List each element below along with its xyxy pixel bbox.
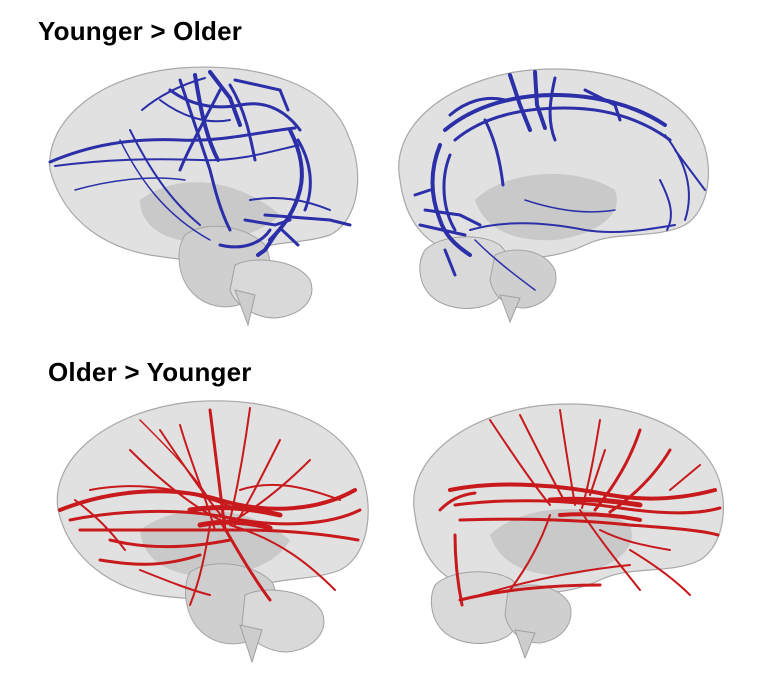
brain-view-older-bottom-right (413, 403, 725, 660)
brain-view-older-bottom-left (56, 400, 369, 664)
brain-surface (413, 403, 725, 660)
tractography-fibers (413, 70, 706, 291)
brain-view-younger-top-right (398, 68, 710, 324)
tractography-fibers (48, 70, 352, 257)
panel-title-older-gt-younger: Older > Younger (48, 357, 252, 387)
tractography-fibers (58, 407, 362, 606)
brain-view-younger-top-left (48, 66, 359, 327)
tractography-fibers (438, 409, 722, 607)
panel-title-younger-gt-older: Younger > Older (38, 16, 243, 46)
